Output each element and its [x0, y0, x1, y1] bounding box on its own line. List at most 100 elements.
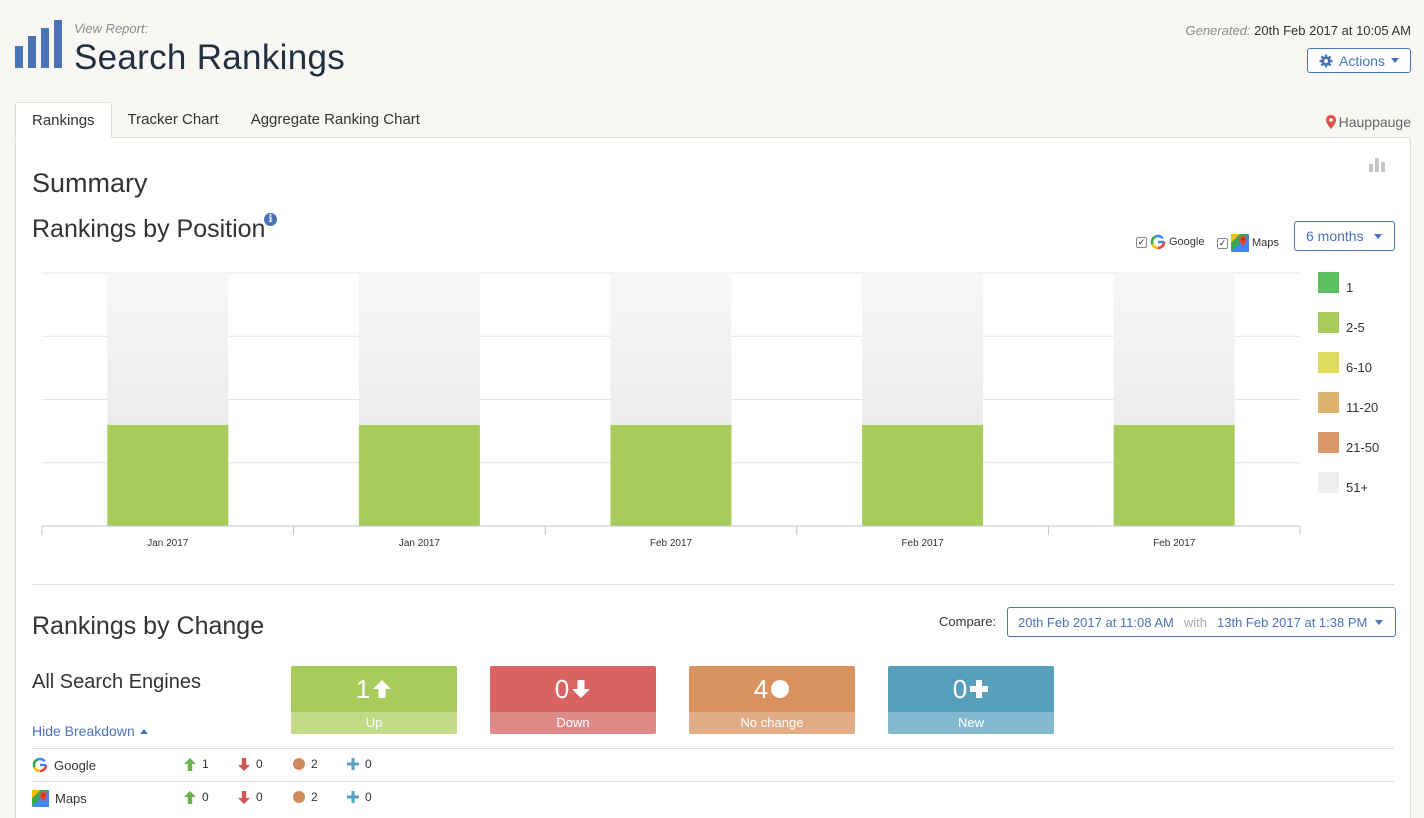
breakdown-engine-name: Maps	[55, 791, 87, 806]
plus-icon	[347, 791, 359, 803]
generated-value: 20th Feb 2017 at 10:05 AM	[1254, 23, 1411, 38]
view-report-label: View Report:	[74, 21, 149, 36]
bar-chart-logo-icon	[15, 20, 65, 68]
compare-with-label: with	[1183, 614, 1207, 630]
breakdown-no-change-value: 2	[311, 757, 318, 771]
compare-from-date: 20th Feb 2017 at 11:08 AM	[1018, 614, 1174, 630]
legend-swatch	[1318, 432, 1339, 453]
stat-down-value: 0	[554, 673, 570, 704]
legend-item-51plus[interactable]: 51+	[1318, 472, 1388, 495]
chevron-down-icon	[1390, 58, 1399, 63]
breakdown-down: 0	[238, 757, 263, 771]
section-divider	[32, 584, 1394, 585]
stat-up-top: 1	[291, 666, 457, 712]
bar-segment-51plus	[107, 273, 229, 425]
circle-icon	[293, 791, 305, 803]
actions-button[interactable]: Actions	[1307, 48, 1411, 73]
hide-breakdown-link[interactable]: Hide Breakdown	[32, 723, 148, 739]
breakdown-row-maps: Maps 0 0 2 0	[32, 781, 1394, 815]
x-tick-label: Jan 2017	[147, 538, 189, 549]
stat-up-box[interactable]: 1 Up	[291, 666, 457, 734]
google-checkbox[interactable]: ✓	[1136, 236, 1147, 248]
breakdown-engine: Google	[32, 757, 96, 773]
stat-new-label: New	[888, 712, 1054, 734]
legend-item-1[interactable]: 1	[1318, 272, 1388, 295]
legend-label: 2-5	[1346, 320, 1365, 335]
stat-new-value: 0	[952, 673, 968, 704]
tab-rankings[interactable]: Rankings	[15, 102, 112, 138]
bar-segment-2-5	[358, 424, 480, 526]
location-indicator: Hauppauge	[1325, 114, 1411, 130]
google-logo-icon	[32, 757, 48, 773]
stat-down-top: 0	[490, 666, 656, 712]
hide-breakdown-label: Hide Breakdown	[32, 723, 135, 739]
compare-label: Compare:	[939, 614, 997, 629]
stat-new-box[interactable]: 0 New	[888, 666, 1054, 734]
legend-label: 21-50	[1346, 440, 1380, 455]
x-tick-label: Jan 2017	[399, 538, 441, 549]
period-label: 6 months	[1306, 228, 1364, 244]
all-search-engines-heading: All Search Engines	[32, 671, 201, 693]
legend-swatch	[1318, 312, 1339, 333]
period-dropdown[interactable]: 6 months	[1294, 221, 1395, 251]
breakdown-up-value: 1	[202, 757, 209, 771]
breakdown-row-google: Google 1 0 2 0	[32, 748, 1394, 782]
breakdown-up: 1	[184, 757, 209, 771]
stat-down-box[interactable]: 0 Down	[490, 666, 656, 734]
rankings-panel: Summary Rankings by Position i ✓ Google …	[15, 137, 1411, 818]
legend-item-21-50[interactable]: 21-50	[1318, 432, 1388, 455]
x-tick-label: Feb 2017	[901, 538, 944, 549]
breakdown-engine-name: Google	[54, 757, 96, 773]
chevron-down-icon	[1375, 619, 1383, 625]
legend-item-2-5[interactable]: 2-5	[1318, 312, 1388, 335]
google-maps-logo-icon	[1231, 234, 1249, 252]
maps-label: Maps	[1252, 237, 1279, 249]
bar-segment-2-5	[1113, 424, 1235, 526]
rankings-by-change-heading: Rankings by Change	[32, 612, 265, 640]
info-icon[interactable]: i	[264, 213, 277, 226]
stat-no-change-top: 4	[689, 666, 855, 712]
breakdown-engine: Maps	[32, 790, 87, 807]
google-label: Google	[1169, 236, 1205, 248]
plus-icon	[970, 680, 989, 698]
bar-segment-2-5	[107, 424, 229, 526]
legend-swatch	[1318, 392, 1339, 413]
breakdown-new: 0	[347, 757, 372, 771]
bar-segment-2-5	[610, 424, 732, 526]
legend-swatch	[1318, 352, 1339, 373]
arrow-down-icon	[572, 680, 591, 698]
rankings-by-position-chart: Jan 2017 Jan 2017 Feb 2017 Feb 2017 Feb 2017	[41, 272, 1301, 549]
arrow-up-icon	[184, 757, 196, 771]
compare-date-dropdown[interactable]: 20th Feb 2017 at 11:08 AM with 13th Feb …	[1007, 607, 1396, 637]
arrow-down-icon	[238, 790, 250, 804]
stat-no-change-box[interactable]: 4 No change	[689, 666, 855, 734]
legend-label: 11-20	[1346, 400, 1379, 415]
report-header: View Report: Search Rankings Generated: …	[15, 18, 1411, 88]
stat-no-change-label: No change	[689, 712, 855, 734]
bar-segment-51plus	[358, 273, 480, 425]
gear-icon	[1319, 54, 1333, 67]
google-engine-toggle[interactable]: ✓ Google	[1136, 234, 1204, 250]
legend-item-11-20[interactable]: 11-20	[1318, 392, 1388, 415]
legend-item-6-10[interactable]: 6-10	[1318, 352, 1388, 375]
breakdown-no-change-value: 2	[311, 790, 318, 804]
stat-new-top: 0	[888, 666, 1054, 712]
breakdown-down: 0	[238, 790, 263, 804]
tab-tracker-chart[interactable]: Tracker Chart	[127, 111, 219, 128]
compare-to-date: 13th Feb 2017 at 1:38 PM	[1217, 614, 1368, 630]
summary-heading: Summary	[32, 168, 148, 198]
stat-down-label: Down	[490, 712, 656, 734]
chevron-up-icon	[139, 728, 148, 734]
maps-checkbox[interactable]: ✓	[1217, 237, 1228, 249]
legend-label: 51+	[1346, 480, 1369, 495]
arrow-up-icon	[184, 790, 196, 804]
chart-toggle-icon[interactable]	[1369, 158, 1385, 172]
plus-icon	[347, 758, 359, 770]
breakdown-no-change: 2	[293, 790, 318, 804]
tab-aggregate-ranking-chart[interactable]: Aggregate Ranking Chart	[250, 111, 420, 128]
breakdown-no-change: 2	[293, 757, 318, 771]
maps-engine-toggle[interactable]: ✓ Maps	[1217, 234, 1279, 252]
breakdown-new: 0	[347, 790, 372, 804]
circle-icon	[293, 758, 305, 770]
generated-label: Generated:	[1185, 23, 1251, 38]
